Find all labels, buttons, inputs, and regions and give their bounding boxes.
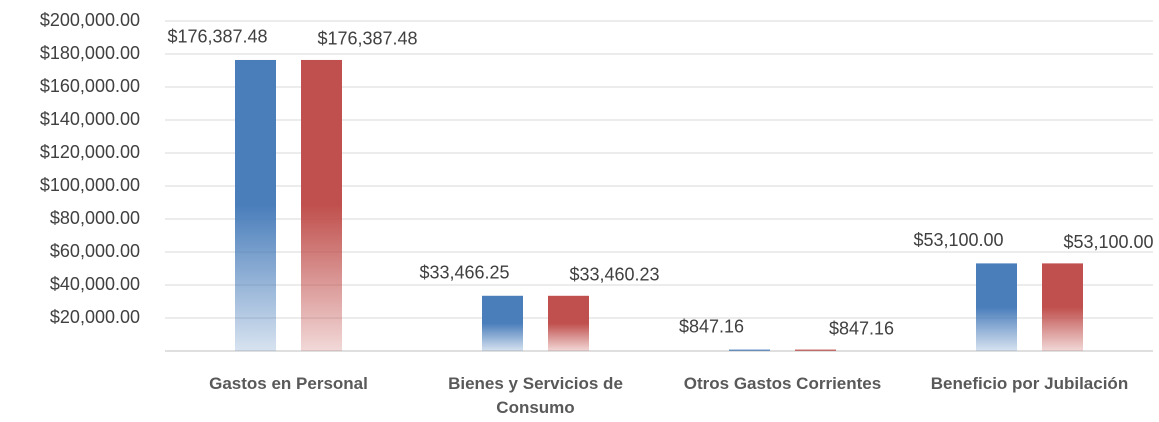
y-tick-label: $180,000.00	[40, 43, 140, 63]
data-label: $847.16	[829, 318, 894, 338]
data-label: $33,460.23	[569, 265, 659, 285]
data-label: $53,100.00	[913, 230, 1003, 250]
x-tick-label: Beneficio por Jubilación	[930, 374, 1129, 393]
bar	[548, 295, 589, 351]
bar	[301, 59, 342, 351]
y-tick-label: $40,000.00	[50, 274, 140, 294]
x-tick-label: Bienes y Servicios de Consumo	[448, 374, 623, 417]
data-label: $33,466.25	[419, 263, 509, 283]
y-tick-label: $100,000.00	[40, 175, 140, 195]
x-tick-label: Gastos en Personal	[209, 374, 368, 393]
y-tick-label: $120,000.00	[40, 142, 140, 162]
bar	[1042, 263, 1083, 351]
y-tick-label: $60,000.00	[50, 241, 140, 261]
bar	[729, 349, 770, 351]
y-tick-label: $80,000.00	[50, 208, 140, 228]
data-label: $53,100.00	[1063, 232, 1153, 252]
y-tick-label: $140,000.00	[40, 109, 140, 129]
bar	[976, 263, 1017, 351]
bar	[235, 59, 276, 351]
y-tick-label: $20,000.00	[50, 307, 140, 327]
x-tick-label: Otros Gastos Corrientes	[683, 374, 882, 393]
y-tick-label: $200,000.00	[40, 10, 140, 30]
y-tick-label: $160,000.00	[40, 76, 140, 96]
data-label: $176,387.48	[167, 27, 267, 47]
data-label: $847.16	[679, 316, 744, 336]
data-label: $176,387.48	[317, 29, 417, 49]
bar	[482, 295, 523, 351]
bar	[795, 349, 836, 351]
